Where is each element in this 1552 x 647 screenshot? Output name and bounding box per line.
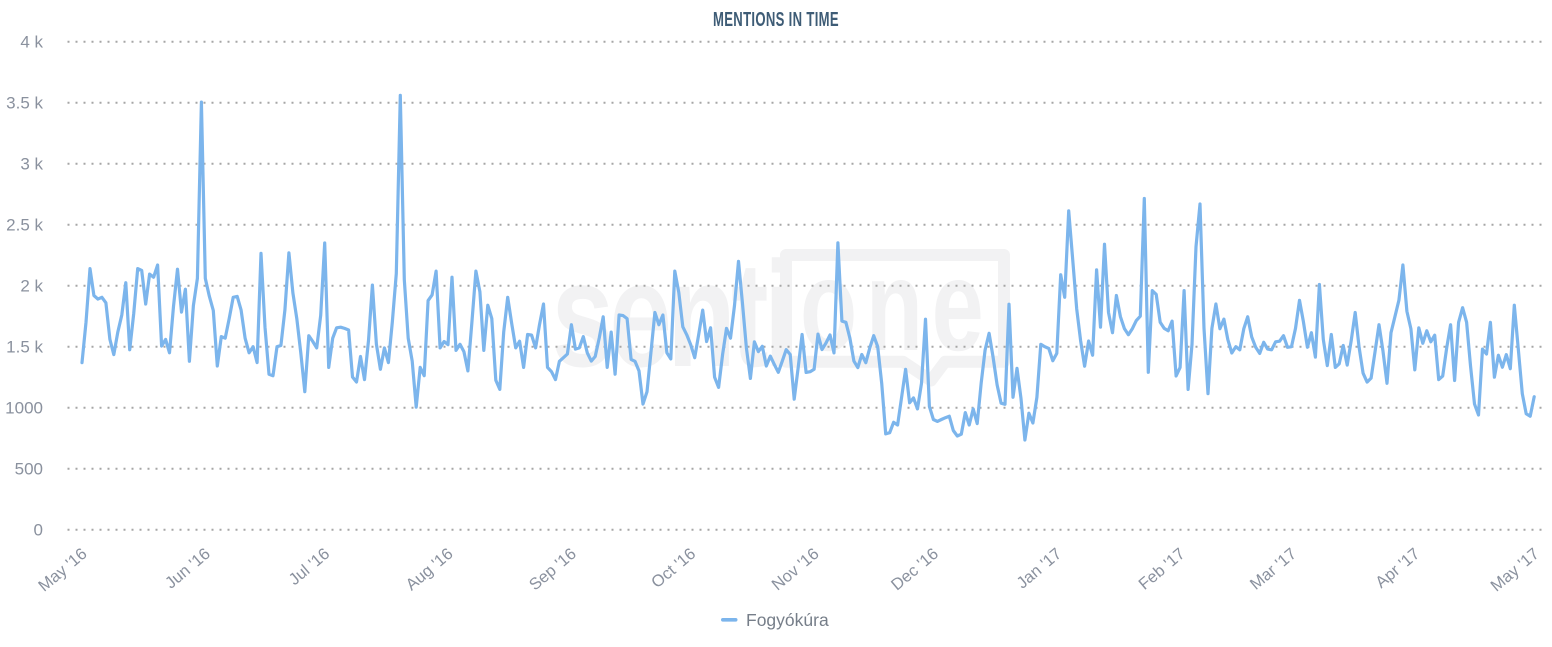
svg-text:Fogyókúra: Fogyókúra (746, 610, 829, 630)
svg-text:1000: 1000 (5, 399, 43, 418)
svg-text:one: one (800, 233, 992, 379)
svg-text:1.5 k: 1.5 k (6, 338, 43, 357)
svg-text:Jul '16: Jul '16 (286, 545, 334, 589)
svg-text:May '16: May '16 (35, 545, 90, 596)
svg-text:Nov '16: Nov '16 (769, 545, 823, 594)
svg-text:May '17: May '17 (1487, 545, 1542, 596)
svg-text:Dec '16: Dec '16 (888, 545, 942, 594)
svg-text:Oct '16: Oct '16 (648, 545, 699, 592)
svg-text:Jun '16: Jun '16 (162, 545, 214, 593)
svg-text:4 k: 4 k (20, 33, 43, 52)
svg-text:MENTIONS IN TIME: MENTIONS IN TIME (713, 8, 839, 30)
svg-text:Aug '16: Aug '16 (403, 545, 457, 594)
svg-text:senti: senti (552, 231, 791, 398)
svg-text:Apr '17: Apr '17 (1372, 545, 1423, 592)
svg-text:Jan '17: Jan '17 (1013, 545, 1065, 593)
svg-text:2.5 k: 2.5 k (6, 216, 43, 235)
svg-text:Sep '16: Sep '16 (526, 545, 580, 594)
svg-text:500: 500 (15, 460, 43, 479)
svg-text:Feb '17: Feb '17 (1135, 545, 1188, 594)
svg-text:Mar '17: Mar '17 (1247, 545, 1300, 594)
svg-text:0: 0 (34, 521, 43, 540)
svg-text:3.5 k: 3.5 k (6, 94, 43, 113)
svg-text:2 k: 2 k (20, 277, 43, 296)
svg-text:3 k: 3 k (20, 155, 43, 174)
